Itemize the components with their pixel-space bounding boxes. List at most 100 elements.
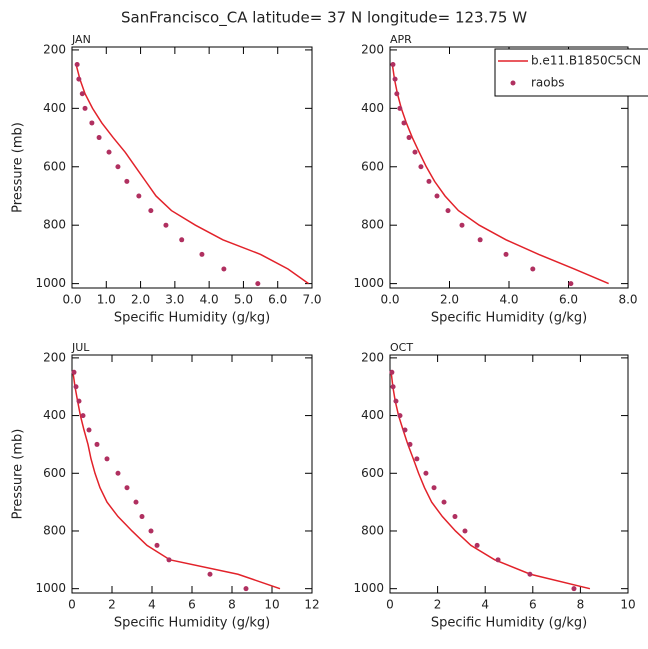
y-tick-label: 600	[361, 466, 384, 480]
raob-point	[154, 542, 160, 548]
panel-title: JAN	[71, 33, 91, 46]
panel-title: JUL	[71, 341, 90, 354]
raob-point	[397, 105, 403, 111]
raob-point	[86, 427, 92, 433]
raob-point	[221, 266, 227, 272]
x-tick-label: 5.0	[234, 293, 253, 307]
raob-point	[124, 178, 130, 184]
raob-point	[431, 485, 437, 491]
raob-point	[394, 91, 400, 97]
y-tick-label: 200	[361, 350, 384, 364]
y-tick-label: 1000	[353, 276, 384, 290]
x-tick-label: 4.0	[499, 293, 518, 307]
raob-point	[96, 135, 102, 141]
x-tick-label: 4	[148, 598, 156, 612]
raob-point	[199, 251, 205, 257]
x-tick-label: 4.0	[200, 293, 219, 307]
raob-point	[459, 222, 465, 228]
x-tick-label: 3.0	[165, 293, 184, 307]
x-axis-label: Specific Humidity (g/kg)	[431, 311, 587, 326]
raob-point	[390, 384, 396, 390]
x-tick-label: 2	[108, 598, 116, 612]
x-tick-label: 10	[264, 598, 279, 612]
raob-point	[255, 281, 261, 287]
x-tick-label: 6.0	[559, 293, 578, 307]
y-tick-label: 200	[43, 42, 66, 56]
raob-point	[571, 586, 577, 592]
x-tick-label: 0.0	[380, 293, 399, 307]
figure-title: SanFrancisco_CA latitude= 37 N longitude…	[121, 9, 527, 28]
raob-point	[207, 571, 213, 577]
x-axis-label: Specific Humidity (g/kg)	[114, 616, 270, 631]
raob-point	[462, 528, 468, 534]
y-tick-label: 800	[43, 523, 66, 537]
y-tick-label: 1000	[353, 581, 384, 595]
raob-point	[406, 135, 412, 141]
y-axis-label: Pressure (mb)	[11, 122, 26, 213]
raob-point	[148, 208, 154, 214]
raob-point	[426, 178, 432, 184]
raob-point	[390, 62, 396, 68]
y-tick-label: 800	[361, 218, 384, 232]
y-tick-label: 800	[361, 523, 384, 537]
legend-box	[494, 48, 648, 97]
raob-point	[82, 105, 88, 111]
y-tick-label: 200	[361, 42, 384, 56]
raob-point	[89, 120, 95, 126]
raob-point	[452, 514, 458, 520]
raob-point	[423, 470, 429, 476]
raob-point	[139, 514, 145, 520]
raob-point	[495, 557, 501, 563]
plot-frame	[71, 46, 313, 289]
raob-point	[163, 222, 169, 228]
plot-frame	[389, 354, 629, 594]
x-tick-label: 4	[481, 598, 489, 612]
raob-point	[393, 398, 399, 404]
legend-label: raobs	[531, 76, 565, 90]
model-line	[390, 372, 591, 590]
raob-point	[179, 237, 185, 243]
raob-point	[124, 485, 130, 491]
panel: APR 200 400 600 800 1000 0.0 2.0 4.0 6.0 8.0 Specif…	[353, 33, 648, 326]
raob-point	[445, 208, 451, 214]
raob-point	[136, 193, 142, 199]
x-tick-label: 12	[304, 598, 319, 612]
y-tick-label: 1000	[35, 581, 66, 595]
raob-point	[71, 369, 77, 375]
raob-point	[115, 470, 121, 476]
raob-point	[402, 427, 408, 433]
y-tick-label: 600	[43, 466, 66, 480]
y-tick-label: 1000	[35, 276, 66, 290]
raob-point	[76, 398, 82, 404]
y-tick-label: 200	[43, 350, 66, 364]
legend-label: b.e11.B1850C5CN	[531, 54, 641, 68]
x-tick-label: 2.0	[440, 293, 459, 307]
y-tick-label: 800	[43, 218, 66, 232]
raob-point	[414, 456, 420, 462]
y-tick-label: 400	[43, 408, 66, 422]
model-line	[72, 372, 281, 590]
y-tick-label: 600	[361, 159, 384, 173]
x-tick-label: 6.0	[268, 293, 287, 307]
raob-point	[115, 164, 121, 170]
raob-point	[474, 542, 480, 548]
raob-point	[401, 120, 407, 126]
raob-point	[412, 149, 418, 155]
raob-point	[392, 76, 398, 82]
raob-point	[80, 413, 86, 419]
raob-point	[527, 571, 533, 577]
raob-point	[76, 76, 82, 82]
x-tick-label: 6	[188, 598, 196, 612]
panel: JAN 200 400 600 800 1000 0.0 1.0 2.0 3.0 4.0 5.0 6.0…	[11, 33, 322, 326]
raob-point	[397, 413, 403, 419]
raob-point	[104, 456, 110, 462]
raob-point	[568, 281, 574, 287]
y-axis-label: Pressure (mb)	[11, 429, 26, 520]
x-tick-label: 8.0	[618, 293, 637, 307]
raob-point	[418, 164, 424, 170]
x-tick-label: 10	[620, 598, 635, 612]
